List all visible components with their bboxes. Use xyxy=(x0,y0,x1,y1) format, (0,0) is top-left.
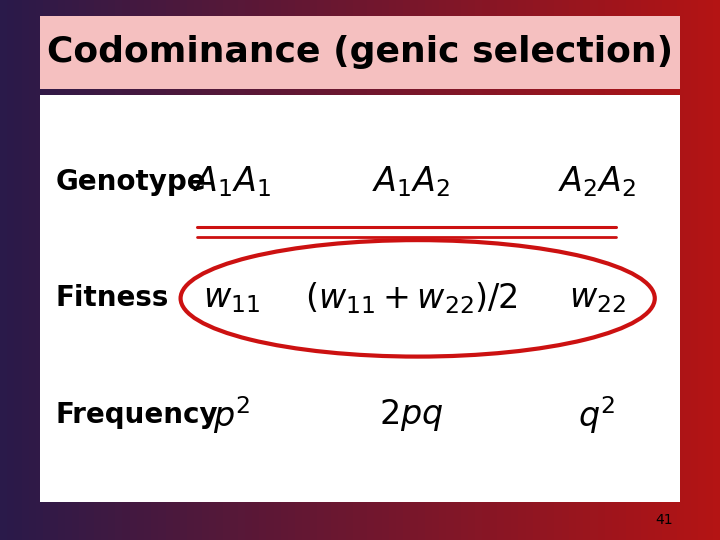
Text: Codominance (genic selection): Codominance (genic selection) xyxy=(47,36,673,69)
Text: $(w_{11} + w_{22})/2$: $(w_{11} + w_{22})/2$ xyxy=(305,280,518,316)
Text: $\mathit{A}_1\mathit{A}_2$: $\mathit{A}_1\mathit{A}_2$ xyxy=(372,165,450,199)
Text: Fitness: Fitness xyxy=(55,285,169,312)
Text: $p^2$: $p^2$ xyxy=(213,394,251,436)
Text: $w_{11}$: $w_{11}$ xyxy=(203,282,261,315)
Text: $2pq$: $2pq$ xyxy=(379,397,444,433)
Text: Frequency: Frequency xyxy=(55,401,218,429)
Text: $w_{22}$: $w_{22}$ xyxy=(569,282,626,315)
Text: 41: 41 xyxy=(656,512,673,526)
Text: $\mathit{A}_1\mathit{A}_1$: $\mathit{A}_1\mathit{A}_1$ xyxy=(193,165,271,199)
Text: Genotype: Genotype xyxy=(55,168,206,196)
Text: $\mathit{A}_2\mathit{A}_2$: $\mathit{A}_2\mathit{A}_2$ xyxy=(558,165,636,199)
Text: $q^2$: $q^2$ xyxy=(578,394,616,436)
